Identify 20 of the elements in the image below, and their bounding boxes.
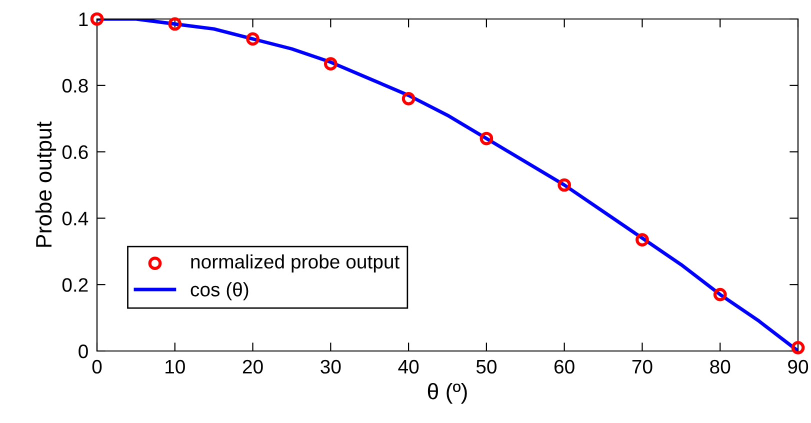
y-tick-label: 1 bbox=[79, 12, 88, 26]
x-tick-label: 90 bbox=[788, 360, 808, 374]
x-tick-label: 10 bbox=[166, 360, 185, 374]
x-tick-label: 30 bbox=[320, 360, 341, 374]
y-tick-label: 0 bbox=[78, 344, 88, 358]
x-tick-label: 0 bbox=[92, 360, 102, 374]
y-tick-label: 0.6 bbox=[62, 145, 88, 160]
y-tick-label: 0.2 bbox=[62, 278, 88, 292]
x-tick-label: 80 bbox=[710, 360, 730, 374]
y-tick-label: 0.4 bbox=[62, 212, 88, 226]
x-tick-label: 70 bbox=[632, 360, 652, 374]
y-axis-title: Probe output bbox=[35, 122, 56, 247]
x-axis-title: θ (º) bbox=[428, 383, 467, 404]
x-tick-label: 40 bbox=[398, 360, 419, 374]
legend-label: normalized probe output bbox=[191, 254, 400, 272]
x-tick-label: 20 bbox=[242, 360, 263, 374]
x-tick-label: 50 bbox=[476, 360, 496, 374]
y-tick-label: 0.8 bbox=[62, 78, 88, 93]
legend-label: cos (θ) bbox=[190, 282, 248, 300]
x-tick-label: 60 bbox=[554, 360, 574, 374]
